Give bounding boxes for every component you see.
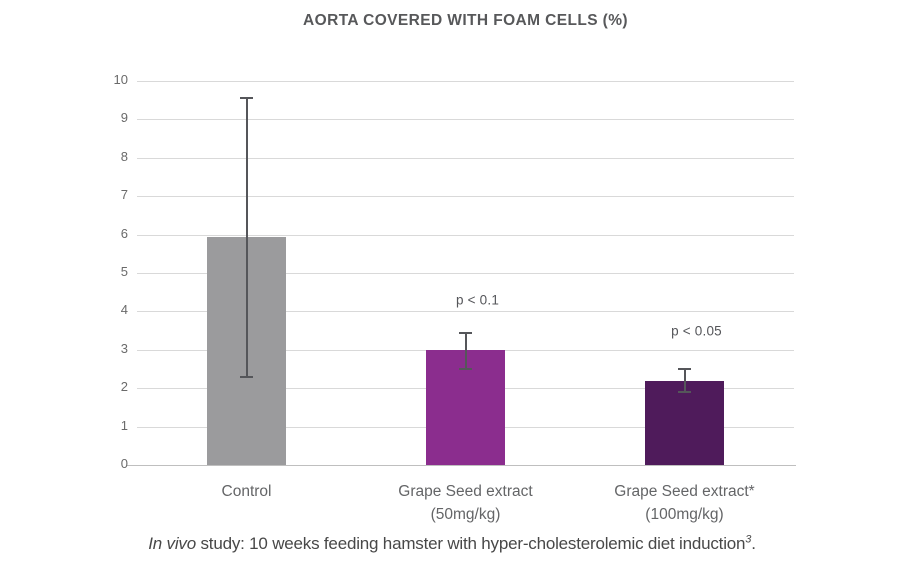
footnote-body: study: 10 weeks feeding hamster with hyp…: [195, 534, 746, 553]
error-bar-cap-top-2: [678, 368, 691, 370]
y-tick-label-5: 5: [120, 264, 128, 279]
error-bar-cap-bottom-2: [678, 391, 691, 394]
gridline-6: [137, 234, 794, 236]
y-tick-label-7: 7: [120, 187, 128, 203]
gridline-7: [137, 196, 794, 198]
gridline-8: [137, 157, 794, 159]
p-value-annotation-1: p < 0.05: [671, 323, 722, 339]
y-tick-label-8: 8: [120, 148, 128, 164]
gridline-9: [137, 119, 794, 121]
footnote-tail: .: [751, 534, 756, 553]
y-tick-label-10: 10: [113, 72, 128, 87]
error-bar-cap-top-0: [240, 97, 253, 100]
x-axis-label-1: Grape Seed extract (50mg/kg): [398, 483, 533, 523]
chart-title: AORTA COVERED WITH FOAM CELLS (%): [303, 12, 628, 29]
footnote-italic-lead: In vivo: [148, 534, 196, 553]
y-tick-label-0: 0: [120, 456, 128, 471]
gridline-4: [137, 311, 794, 313]
error-bar-cap-bottom-1: [459, 368, 472, 370]
y-tick-label-6: 6: [120, 225, 128, 241]
error-bar-line-1: [464, 332, 467, 369]
error-bar-line-0: [245, 98, 248, 377]
bar-2: [645, 380, 724, 465]
p-value-annotation-0: p < 0.1: [455, 292, 500, 308]
error-bar-cap-top-1: [459, 331, 472, 334]
x-axis-baseline: [127, 465, 796, 466]
x-axis-label-2: Grape Seed extract* (100mg/kg): [614, 483, 755, 523]
y-tick-label-4: 4: [120, 302, 128, 318]
gridline-5: [137, 273, 794, 274]
y-tick-label-2: 2: [120, 379, 128, 395]
error-bar-cap-bottom-0: [240, 375, 253, 378]
x-axis-label-0: Control: [221, 483, 272, 500]
y-tick-label-9: 9: [120, 110, 128, 126]
gridline-10: [137, 81, 794, 82]
y-tick-label-3: 3: [120, 340, 128, 356]
error-bar-line-2: [683, 369, 686, 393]
y-tick-label-1: 1: [120, 417, 128, 433]
footnote-superscript: 3: [745, 533, 752, 546]
footnote: In vivo study: 10 weeks feeding hamster …: [0, 534, 904, 554]
